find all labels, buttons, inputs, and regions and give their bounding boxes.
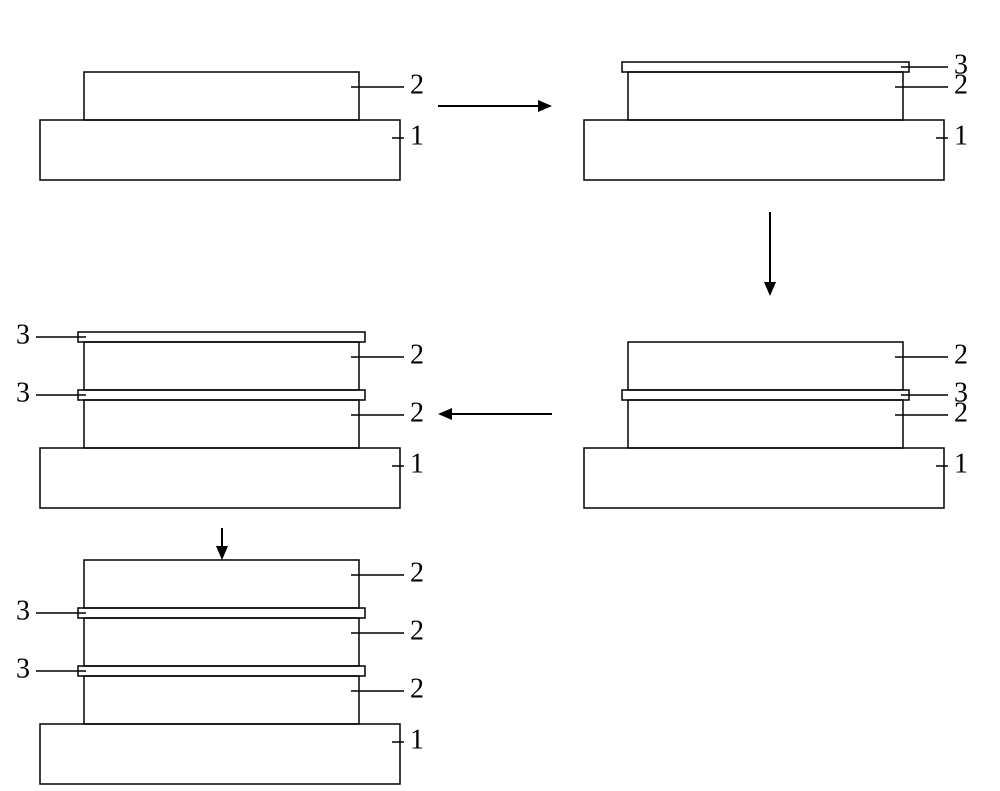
arrow-1-2 [438,100,552,112]
layer-label: 2 [410,557,424,588]
layer-label: 1 [410,448,424,479]
layer-label: 2 [410,673,424,704]
layer-label: 2 [410,69,424,100]
layer-label: 3 [16,319,30,350]
panel-p5: 1 2 3 2 3 2 [16,557,424,784]
arrow-2-3 [764,212,776,296]
layer-label: 3 [954,377,968,408]
panel-p2: 123 [584,49,968,180]
panel-p4: 1 2 3 2 3 [16,319,424,508]
layer-label: 3 [16,653,30,684]
layer-label: 3 [16,595,30,626]
layer-label: 2 [410,615,424,646]
layer-label: 3 [16,377,30,408]
panel-p3: 1232 [584,339,968,508]
layer-label: 2 [410,397,424,428]
layer-label: 1 [410,120,424,151]
layer-label: 3 [954,49,968,80]
panel-p1: 12 [40,69,424,180]
layer-label: 2 [410,339,424,370]
layer-label: 1 [954,120,968,151]
process-diagram: 12123123212323123232 [0,0,1000,791]
layer-label: 1 [954,448,968,479]
layer-label: 2 [954,339,968,370]
arrow-4-5 [216,528,228,560]
layer-label: 1 [410,724,424,755]
arrow-3-4 [438,408,552,420]
